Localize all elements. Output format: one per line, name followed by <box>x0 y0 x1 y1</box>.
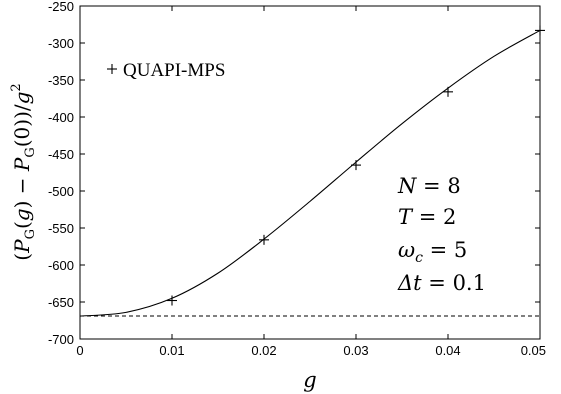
x-tick-label: 0 <box>76 343 83 358</box>
annotation-t-rhs: 2 <box>443 205 456 229</box>
y-tick-label: -600 <box>48 258 74 273</box>
data-point-plus <box>535 25 545 36</box>
annotation-n-lhs: N <box>397 174 417 198</box>
y-tick-label: -300 <box>48 36 74 51</box>
annotation-n-rhs: 8 <box>447 174 460 198</box>
parameter-annotations: N = 8 T = 2 ωc = 5 Δt = 0.1 <box>397 174 486 295</box>
data-point-plus <box>443 86 453 97</box>
x-tick-label: 0.03 <box>343 343 368 358</box>
y-tick-labels: -700 -650 -600 -550 -500 -450 -400 -350 -300 -250 <box>48 0 74 347</box>
y-tick-label: -400 <box>48 110 74 125</box>
annotation-dt-rhs: 0.1 <box>453 271 486 295</box>
annotation-dt-equals: = <box>422 271 453 295</box>
annotation-omega: ωc = 5 <box>398 238 467 266</box>
data-point-plus <box>259 234 269 245</box>
data-point-plus <box>167 295 177 306</box>
legend: QUAPI-MPS <box>107 60 225 81</box>
y-tick-label: -550 <box>48 221 74 236</box>
legend-marker <box>107 64 117 74</box>
y-tick-label: -350 <box>48 73 74 88</box>
y-tick-label: -650 <box>48 295 74 310</box>
annotation-t: T = 2 <box>398 205 456 229</box>
annotation-omega-equals: = <box>423 238 454 262</box>
fit-curve <box>79 29 541 317</box>
annotation-t-equals: = <box>412 205 443 229</box>
x-tick-label: 0.02 <box>251 343 276 358</box>
x-axis-label: g <box>303 368 316 392</box>
x-tick-label: 0.01 <box>159 343 184 358</box>
x-tick-label: 0.05 <box>521 343 546 358</box>
annotation-dt-lhs: Δt <box>397 271 422 295</box>
y-tick-label: -700 <box>48 332 74 347</box>
data-point-plus <box>351 160 361 171</box>
annotation-n: N = 8 <box>397 174 461 198</box>
annotation-dt: Δt = 0.1 <box>397 271 486 295</box>
legend-label: QUAPI-MPS <box>123 60 225 81</box>
x-tick-labels: 0 0.01 0.02 0.03 0.04 0.05 <box>76 343 546 358</box>
y-axis-label: (PG(g) − PG(0))/g2 <box>9 83 38 260</box>
y-tick-label: -450 <box>48 147 74 162</box>
axis-ticks <box>79 5 541 340</box>
annotation-omega-rhs: 5 <box>454 238 467 262</box>
series-lines <box>79 29 541 317</box>
x-tick-label: 0.04 <box>435 343 460 358</box>
annotation-n-equals: = <box>416 174 447 198</box>
annotation-omega-lhs: ω <box>398 238 415 262</box>
y-tick-label: -250 <box>48 0 74 14</box>
plot-frame <box>79 5 541 340</box>
annotation-omega-sub: c <box>415 250 423 266</box>
y-tick-label: -500 <box>48 184 74 199</box>
annotation-t-lhs: T <box>398 205 414 229</box>
series-markers <box>167 25 545 306</box>
